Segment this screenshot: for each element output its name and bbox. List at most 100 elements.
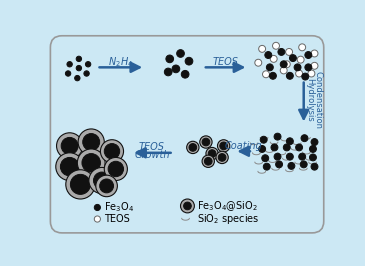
Circle shape: [104, 157, 127, 181]
Circle shape: [273, 42, 280, 49]
Text: TEOS: TEOS: [104, 214, 130, 224]
Circle shape: [187, 141, 199, 153]
Circle shape: [100, 140, 123, 163]
Circle shape: [311, 62, 318, 69]
Circle shape: [302, 73, 309, 80]
Circle shape: [61, 138, 78, 154]
Circle shape: [70, 174, 91, 194]
Circle shape: [305, 52, 312, 59]
Circle shape: [255, 59, 262, 66]
Text: Fe$_3$O$_4$: Fe$_3$O$_4$: [104, 201, 134, 214]
Circle shape: [297, 56, 304, 63]
Circle shape: [283, 61, 290, 68]
Text: Coating: Coating: [225, 141, 262, 151]
Circle shape: [265, 52, 272, 59]
Circle shape: [66, 170, 95, 199]
Circle shape: [172, 65, 180, 73]
Circle shape: [104, 144, 120, 159]
Circle shape: [75, 76, 80, 81]
Circle shape: [82, 153, 100, 172]
Circle shape: [262, 155, 269, 162]
Circle shape: [271, 144, 278, 151]
Circle shape: [259, 146, 266, 152]
Text: N$_2$H$_4$: N$_2$H$_4$: [108, 55, 134, 69]
Circle shape: [278, 48, 285, 55]
Circle shape: [263, 163, 270, 170]
Circle shape: [202, 138, 210, 146]
Circle shape: [299, 153, 306, 160]
Circle shape: [108, 161, 123, 177]
Circle shape: [280, 61, 287, 68]
Circle shape: [266, 64, 273, 71]
Text: Condensation: Condensation: [313, 71, 322, 129]
Circle shape: [181, 70, 189, 78]
Circle shape: [204, 157, 212, 165]
Text: Growth: Growth: [134, 150, 170, 160]
Circle shape: [89, 167, 115, 194]
Circle shape: [78, 129, 104, 155]
Text: Hydrolysis: Hydrolysis: [306, 78, 314, 122]
Circle shape: [84, 71, 89, 76]
Circle shape: [100, 179, 114, 193]
Text: Fe$_3$O$_4$@SiO$_2$: Fe$_3$O$_4$@SiO$_2$: [197, 199, 258, 213]
Circle shape: [220, 142, 227, 150]
Circle shape: [206, 147, 218, 160]
Circle shape: [93, 172, 111, 189]
Circle shape: [296, 144, 303, 151]
Circle shape: [83, 134, 100, 151]
Circle shape: [202, 155, 214, 167]
Circle shape: [287, 153, 293, 160]
Circle shape: [311, 163, 318, 170]
Circle shape: [270, 55, 277, 62]
Circle shape: [200, 136, 212, 148]
Circle shape: [289, 55, 296, 61]
Circle shape: [94, 216, 100, 222]
Circle shape: [287, 72, 293, 79]
Circle shape: [185, 57, 193, 65]
Circle shape: [276, 161, 283, 168]
Circle shape: [310, 154, 316, 161]
Text: SiO$_2$ species: SiO$_2$ species: [197, 212, 260, 226]
Circle shape: [305, 64, 312, 71]
Circle shape: [216, 151, 228, 164]
Circle shape: [57, 133, 83, 159]
Circle shape: [77, 149, 105, 177]
Circle shape: [60, 157, 79, 176]
Circle shape: [280, 67, 287, 74]
Circle shape: [65, 71, 71, 76]
Circle shape: [300, 161, 307, 168]
Circle shape: [218, 153, 226, 161]
Circle shape: [94, 204, 100, 211]
Circle shape: [184, 202, 191, 210]
Circle shape: [308, 70, 315, 77]
Circle shape: [96, 175, 118, 197]
Circle shape: [294, 64, 301, 71]
Circle shape: [67, 61, 72, 67]
Circle shape: [56, 153, 84, 181]
Circle shape: [164, 68, 172, 76]
Circle shape: [274, 133, 281, 140]
Circle shape: [208, 150, 216, 157]
Circle shape: [262, 71, 269, 78]
Circle shape: [283, 144, 290, 151]
Circle shape: [166, 55, 174, 63]
FancyBboxPatch shape: [50, 36, 324, 233]
Circle shape: [287, 138, 293, 145]
Circle shape: [274, 153, 281, 160]
Circle shape: [311, 50, 318, 57]
Circle shape: [299, 44, 306, 51]
Circle shape: [76, 56, 81, 61]
Circle shape: [76, 65, 81, 71]
Circle shape: [310, 146, 316, 152]
Circle shape: [177, 50, 184, 57]
Circle shape: [311, 139, 318, 146]
Circle shape: [269, 72, 276, 79]
Circle shape: [259, 45, 266, 52]
Circle shape: [85, 61, 91, 67]
Circle shape: [260, 136, 267, 143]
Circle shape: [181, 199, 195, 213]
Circle shape: [218, 140, 230, 152]
Circle shape: [189, 144, 197, 151]
Circle shape: [296, 70, 303, 77]
Text: TEOS: TEOS: [212, 57, 239, 67]
